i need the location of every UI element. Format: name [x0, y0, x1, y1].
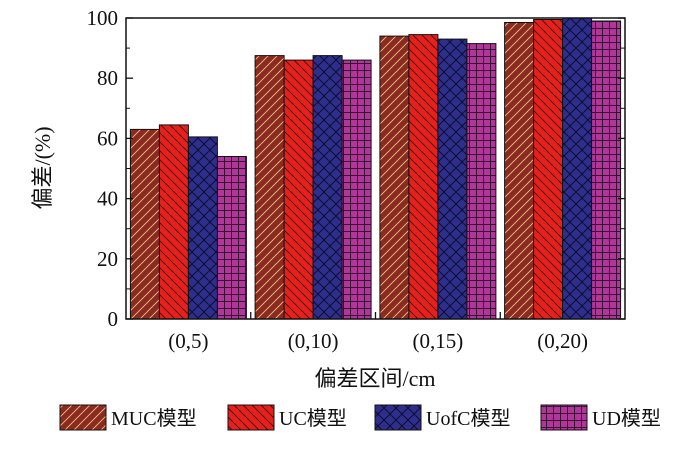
- bar-3-1: [187, 136, 218, 320]
- axes-layer: 0 20 40 60 80 100 (0,5) (0,10) (0,15) (0,20): [87, 6, 626, 353]
- legend-label: UD模型: [592, 407, 661, 430]
- x-axis-label: 偏差区间/cm: [315, 366, 436, 391]
- y-tick-label: 20: [97, 247, 118, 271]
- x-tick-label: (0,15): [413, 329, 464, 353]
- bar-3-3: [437, 38, 468, 320]
- y-tick-label: 0: [108, 307, 119, 331]
- bar-3-2: [312, 55, 343, 320]
- legend-label: MUC模型: [111, 407, 197, 430]
- bar-4-3: [466, 43, 497, 320]
- bar-1-3: [379, 35, 410, 320]
- y-axis-label: 偏差/(%): [30, 126, 55, 209]
- bar-2-1: [158, 124, 189, 320]
- y-tick-label: 60: [97, 126, 118, 150]
- bar-4-2: [341, 59, 372, 320]
- legend: MUC模型 UC模型 UofC模型 UD模型: [59, 404, 661, 431]
- legend-swatch: [374, 404, 422, 431]
- bars-layer: [129, 17, 622, 320]
- bar-4-4: [591, 20, 622, 320]
- bar-2-2: [283, 59, 314, 320]
- legend-swatch: [227, 404, 275, 431]
- legend-swatch: [59, 404, 107, 431]
- legend-label: UC模型: [279, 407, 347, 430]
- x-tick-label: (0,5): [168, 329, 208, 353]
- legend-swatch: [540, 404, 588, 431]
- bar-2-4: [533, 19, 564, 320]
- x-tick-label: (0,10): [288, 329, 339, 353]
- bar-4-1: [216, 156, 247, 320]
- bar-1-2: [254, 55, 285, 320]
- y-tick-label: 100: [87, 6, 119, 30]
- legend-label: UofC模型: [426, 407, 510, 430]
- bar-1-1: [129, 128, 160, 320]
- bar-1-4: [504, 22, 535, 320]
- x-tick-label: (0,20): [537, 329, 588, 353]
- bar-3-4: [562, 17, 593, 320]
- bar-2-3: [408, 34, 439, 320]
- y-tick-label: 80: [97, 66, 118, 90]
- y-tick-label: 40: [97, 187, 118, 211]
